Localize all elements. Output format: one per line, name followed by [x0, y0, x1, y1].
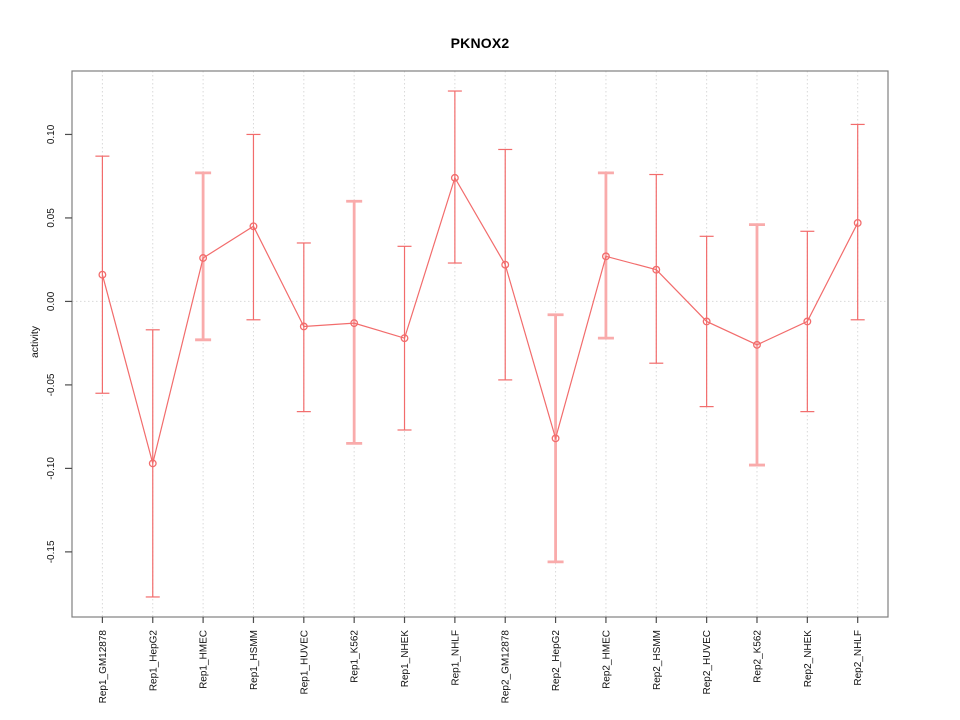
data-point-marker	[501, 260, 510, 269]
data-point-marker	[803, 317, 812, 326]
data-point-marker	[450, 173, 459, 182]
y-tick-label: -0.15	[46, 540, 57, 563]
data-point-marker	[148, 459, 157, 468]
data-point-marker	[601, 252, 610, 261]
data-point-marker	[853, 218, 862, 227]
x-tick-label: Rep2_HUVEC	[702, 630, 713, 694]
data-point-marker	[400, 334, 409, 343]
y-tick-label: -0.10	[46, 457, 57, 480]
x-tick-label: Rep2_HSMM	[652, 630, 663, 690]
y-tick-label: 0.00	[46, 291, 57, 311]
x-tick-label: Rep2_NHEK	[803, 630, 814, 688]
x-tick-label: Rep1_NHLF	[450, 630, 461, 686]
data-point-marker	[199, 254, 208, 262]
series-line	[101, 176, 859, 464]
data-point-marker	[702, 317, 711, 326]
plot-box	[71, 70, 889, 618]
data-point-marker	[98, 270, 107, 279]
chart-title: PKNOX2	[450, 35, 510, 51]
x-tick-label: Rep1_HMEC	[199, 630, 210, 689]
x-tick-label: Rep1_HepG2	[148, 630, 159, 692]
data-point-marker	[551, 434, 560, 443]
x-tick-label: Rep2_K562	[752, 630, 763, 683]
data-point-marker	[652, 265, 661, 274]
x-tick-label: Rep2_HMEC	[601, 630, 612, 689]
data-point-marker	[350, 319, 359, 328]
x-tick-label: Rep1_GM12878	[98, 630, 109, 704]
x-tick-label: Rep2_GM12878	[501, 630, 512, 704]
data-point-marker	[753, 340, 761, 349]
y-tick-label: 0.10	[46, 124, 57, 144]
x-tick-label: Rep1_HSMM	[249, 630, 260, 690]
x-tick-label: Rep2_NHLF	[853, 630, 864, 686]
y-tick-label: 0.05	[46, 208, 57, 228]
data-point-marker	[299, 322, 308, 331]
x-tick-label: Rep1_HUVEC	[299, 630, 310, 694]
y-tick-label: -0.05	[46, 373, 57, 396]
x-tick-label: Rep1_NHEK	[400, 630, 411, 688]
x-tick-label: Rep1_K562	[350, 630, 361, 683]
x-tick-label: Rep2_HepG2	[551, 630, 562, 692]
data-point-marker	[249, 222, 258, 231]
